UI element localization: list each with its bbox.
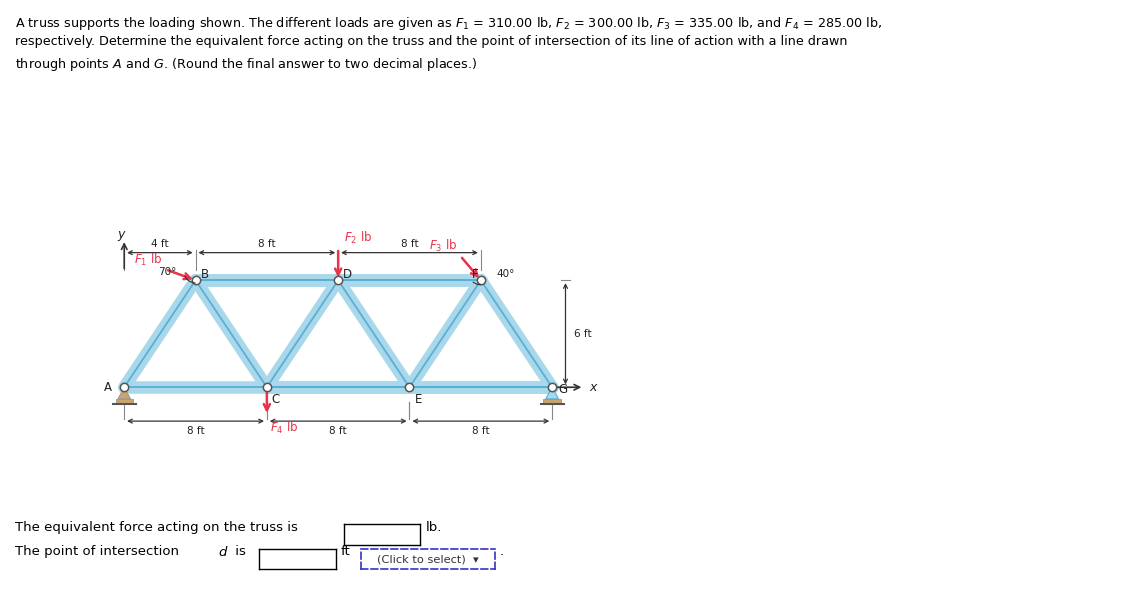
Text: 8 ft: 8 ft xyxy=(329,426,347,436)
Text: $\mathit{F}_3$ lb: $\mathit{F}_3$ lb xyxy=(429,238,457,254)
Text: 4 ft: 4 ft xyxy=(151,239,168,249)
Text: lb.: lb. xyxy=(426,521,442,533)
Text: y: y xyxy=(117,229,124,241)
Text: $\mathit{F}_1$ lb: $\mathit{F}_1$ lb xyxy=(134,251,163,268)
Text: respectively. Determine the equivalent force acting on the truss and the point o: respectively. Determine the equivalent f… xyxy=(15,35,848,48)
Text: A truss supports the loading shown. The different loads are given as $\mathit{F}: A truss supports the loading shown. The … xyxy=(15,15,882,32)
Text: through points $\mathit{A}$ and $\mathit{G}$. (Round the final answer to two dec: through points $\mathit{A}$ and $\mathit… xyxy=(15,56,477,73)
Text: 8 ft: 8 ft xyxy=(472,426,489,436)
Text: G: G xyxy=(559,382,568,395)
Text: The point of intersection: The point of intersection xyxy=(15,545,183,558)
Text: $\mathit{F}_2$ lb: $\mathit{F}_2$ lb xyxy=(344,230,372,246)
Text: $\mathit{F}_4$ lb: $\mathit{F}_4$ lb xyxy=(271,420,298,436)
Text: .: . xyxy=(500,545,504,558)
Bar xyxy=(116,399,133,404)
Polygon shape xyxy=(546,387,559,399)
Text: E: E xyxy=(414,393,422,406)
Text: 8 ft: 8 ft xyxy=(258,239,275,249)
Text: ft: ft xyxy=(340,545,351,558)
Text: B: B xyxy=(200,268,208,282)
Text: 40°: 40° xyxy=(496,269,514,279)
Text: is: is xyxy=(231,545,246,558)
Text: A: A xyxy=(105,381,113,393)
Text: The equivalent force acting on the truss is: The equivalent force acting on the truss… xyxy=(15,521,298,533)
Polygon shape xyxy=(118,387,131,399)
Text: F: F xyxy=(472,268,479,282)
Text: $\mathit{d}$: $\mathit{d}$ xyxy=(218,545,229,559)
Text: x: x xyxy=(589,381,596,393)
Text: 70°: 70° xyxy=(158,267,176,277)
Text: C: C xyxy=(272,393,280,406)
Text: D: D xyxy=(343,268,352,282)
Bar xyxy=(544,399,561,404)
Text: 8 ft: 8 ft xyxy=(401,239,419,249)
Text: 8 ft: 8 ft xyxy=(187,426,205,436)
Text: (Click to select)  ▾: (Click to select) ▾ xyxy=(377,554,479,564)
Text: 6 ft: 6 ft xyxy=(574,329,591,338)
